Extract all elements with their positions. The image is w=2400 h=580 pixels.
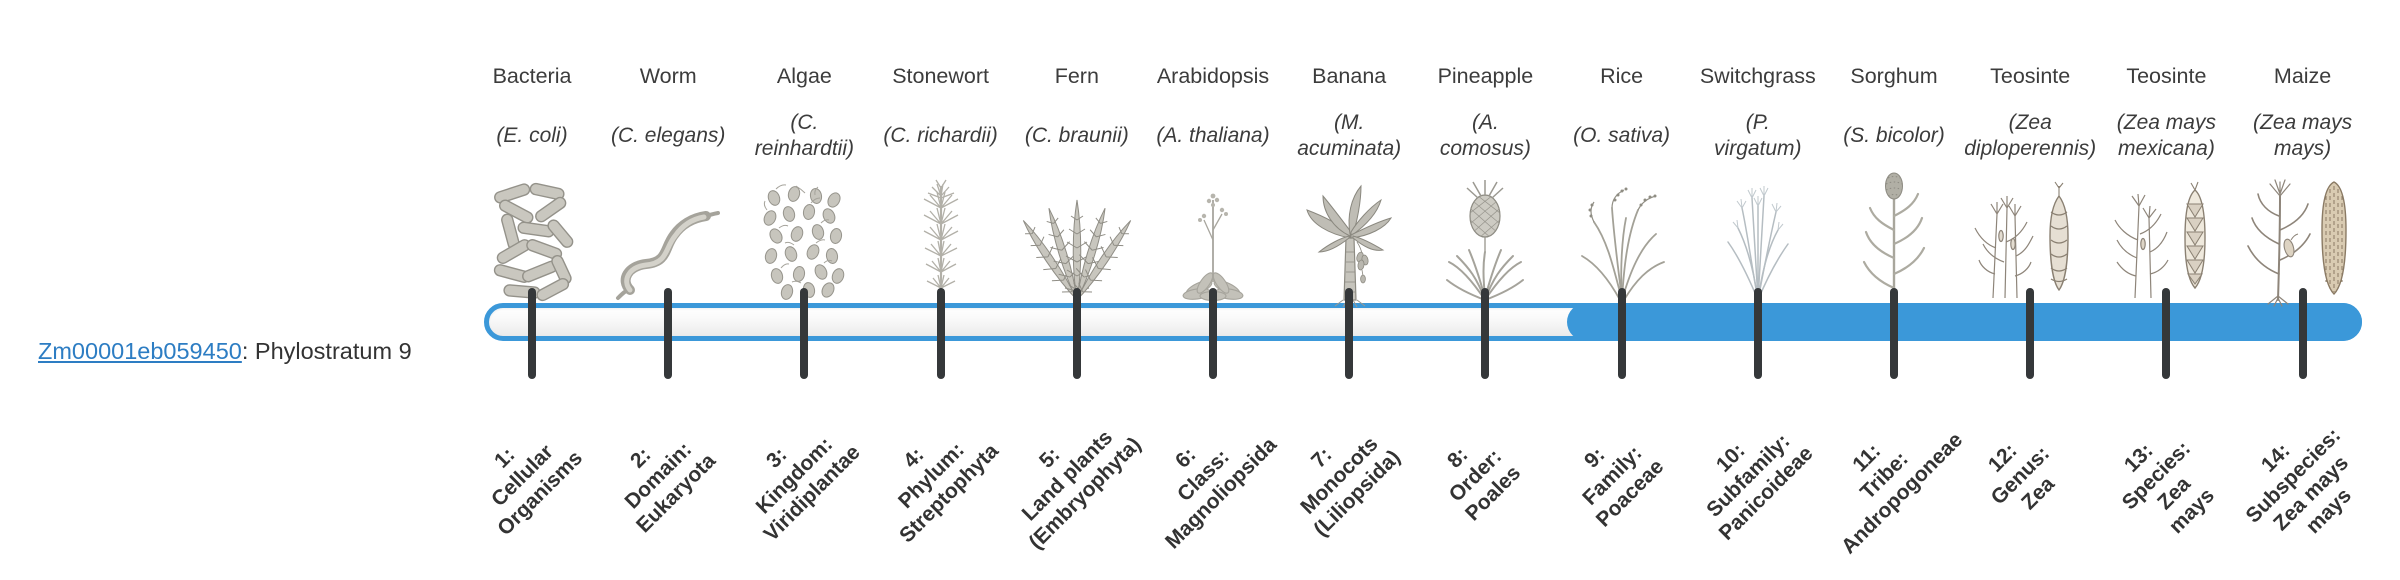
organism-name: Teosinte	[2126, 64, 2207, 88]
stratum-label: 4: Phylum: Streptophyta	[893, 438, 1003, 548]
tick-mark	[1345, 288, 1354, 379]
organism-name: Algae	[776, 64, 832, 88]
organism-name: Rice	[1600, 64, 1644, 88]
organism-name: Sorghum	[1850, 64, 1938, 88]
banana-icon	[1269, 154, 1429, 308]
algae-icon	[724, 154, 884, 302]
organism-name: Bacteria	[492, 64, 572, 88]
organism-species: (C. reinhardtii)	[754, 111, 854, 160]
organism-name: Worm	[639, 64, 697, 88]
stratum-label: 8: Order: Poales	[1443, 443, 1526, 526]
tick-mark	[528, 288, 536, 379]
stratum-label: 7: Monocots (Liliopsida)	[1296, 432, 1406, 542]
stratum-label: 2: Domain: Eukaryota	[620, 437, 721, 538]
stratum-label: 9: Family: Poaceae	[1577, 441, 1668, 532]
organism-species: (S. bicolor)	[1843, 124, 1945, 147]
tick-mark	[1753, 288, 1762, 379]
tick-mark	[2026, 288, 2035, 379]
maize-icon	[2223, 154, 2383, 307]
tick-mark	[2162, 288, 2171, 379]
stratum-label: 12: Genus: Zea	[1984, 439, 2060, 515]
fern-icon	[997, 154, 1157, 302]
tick-mark	[1617, 288, 1626, 379]
organism-species: (Zea mays mexicana)	[2116, 111, 2216, 160]
phylostratum-bar	[484, 303, 2362, 341]
pineapple-icon	[1405, 154, 1565, 302]
stratum-label: 10: Subfamily: Panicoideae	[1702, 429, 1818, 545]
organism-name: Banana	[1312, 64, 1387, 88]
tick-mark	[936, 288, 945, 379]
organism-name: Maize	[2273, 64, 2332, 88]
tick-mark	[664, 288, 673, 379]
stratum-label: 5: Land plants (Embryophyta)	[1017, 425, 1146, 554]
organism-species: (P. virgatum)	[1714, 111, 1802, 160]
tick-mark	[1481, 288, 1490, 379]
tick-mark	[800, 288, 809, 379]
organism-name: Fern	[1054, 64, 1099, 88]
bar-fill	[1566, 303, 2362, 341]
gene-stratum-text: : Phylostratum 9	[241, 338, 412, 364]
organism-name: Pineapple	[1437, 64, 1534, 88]
organism-name: Switchgrass	[1699, 64, 1816, 88]
organism-species: (Zea mays mays)	[2253, 111, 2353, 160]
organism-species: (C. braunii)	[1024, 124, 1129, 147]
gene-label: Zm00001eb059450: Phylostratum 9	[38, 338, 412, 365]
organism-name: Arabidopsis	[1156, 64, 1270, 88]
sorghum-icon	[1814, 154, 1974, 302]
organism-species: (C. richardii)	[883, 124, 998, 147]
tick-mark	[1209, 288, 1217, 379]
teosinte-mexicana-icon	[2086, 154, 2246, 302]
organism-species: (C. elegans)	[610, 124, 726, 147]
gene-id-link[interactable]: Zm00001eb059450	[38, 338, 242, 364]
teosinte-diploperennis-icon	[1950, 154, 2110, 302]
tick-mark	[2298, 288, 2307, 379]
organism-species: (M. acuminata)	[1297, 111, 1402, 160]
stratum-label: 11: Tribe: Andropogoneae	[1837, 428, 1968, 559]
organism-species: (E. coli)	[496, 124, 568, 147]
organism-species: (O. sativa)	[1573, 124, 1671, 147]
organism-species: (A. thaliana)	[1156, 124, 1270, 147]
organism-species: (Zea diploperennis)	[1964, 111, 2097, 160]
stratum-label: 1: Cellular Organisms	[487, 440, 588, 541]
organism-name: Teosinte	[1990, 64, 2071, 88]
stratum-label: 14: Subspecies: Zea mays mays	[2241, 423, 2356, 539]
tick-mark	[1890, 288, 1898, 379]
tick-mark	[1072, 288, 1081, 379]
worm-icon	[588, 154, 748, 302]
stratum-label: 3: Kingdom: Viridiplantae	[752, 432, 866, 546]
organism-species: (A. comosus)	[1439, 111, 1531, 160]
organism-name: Stonewort	[892, 64, 989, 88]
stonewort-icon	[861, 154, 1021, 302]
stratum-label: 6: Class: Magnoliopsida	[1160, 433, 1282, 554]
